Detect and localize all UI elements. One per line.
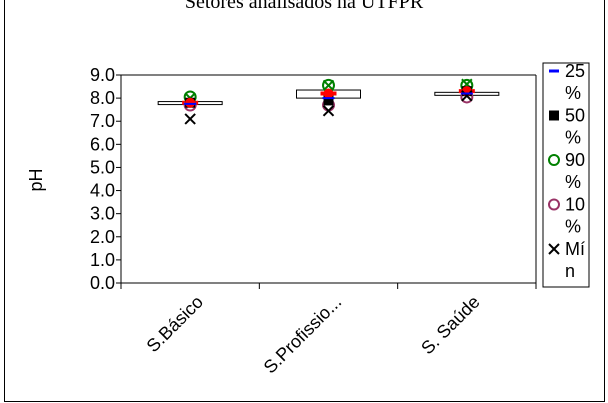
x-tick-label: S.Básico: [143, 292, 207, 356]
mean-marker: [323, 88, 334, 99]
median-marker: [323, 95, 334, 106]
legend-label-cont: %: [565, 83, 581, 103]
max-marker: [322, 79, 335, 92]
mean-marker: [185, 97, 196, 108]
y-tick-label: 8.0: [90, 88, 115, 108]
legend-label: 90: [565, 150, 585, 170]
chart-frame: [4, 0, 605, 402]
y-tick-label: 4.0: [90, 181, 115, 201]
legend-label-cont: %: [565, 172, 581, 192]
legend-label: 25: [565, 61, 585, 81]
legend-marker-square: [549, 110, 559, 121]
legend-label: 50: [565, 106, 585, 126]
legend-label: 10: [565, 195, 585, 215]
y-tick-label: 0.0: [90, 273, 115, 293]
legend-label-cont: %: [565, 128, 581, 148]
y-tick-label: 7.0: [90, 111, 115, 131]
y-axis-label: pH: [26, 168, 46, 191]
legend-label-cont: %: [565, 217, 581, 237]
y-tick-label: 3.0: [90, 204, 115, 224]
legend-label: Mí: [565, 239, 585, 259]
x-tick-label: S.Profissio...: [260, 292, 346, 378]
legend-marker-circle: [548, 198, 560, 211]
min-marker: [184, 113, 196, 125]
x-tick-label: S. Saúde: [417, 292, 484, 359]
min-marker: [461, 90, 473, 102]
legend-box: [542, 62, 590, 288]
legend-label-cont: n: [565, 261, 575, 281]
chart-title: Setores analisados na UTFPR: [184, 0, 424, 13]
y-tick-label: 9.0: [90, 65, 115, 85]
y-tick-label: 2.0: [90, 227, 115, 247]
y-tick-label: 5.0: [90, 157, 115, 177]
y-tick-label: 1.0: [90, 250, 115, 270]
min-marker: [322, 105, 335, 117]
y-tick-label: 6.0: [90, 134, 115, 154]
legend-marker-x: [548, 243, 560, 255]
legend-marker-circle: [548, 154, 560, 166]
